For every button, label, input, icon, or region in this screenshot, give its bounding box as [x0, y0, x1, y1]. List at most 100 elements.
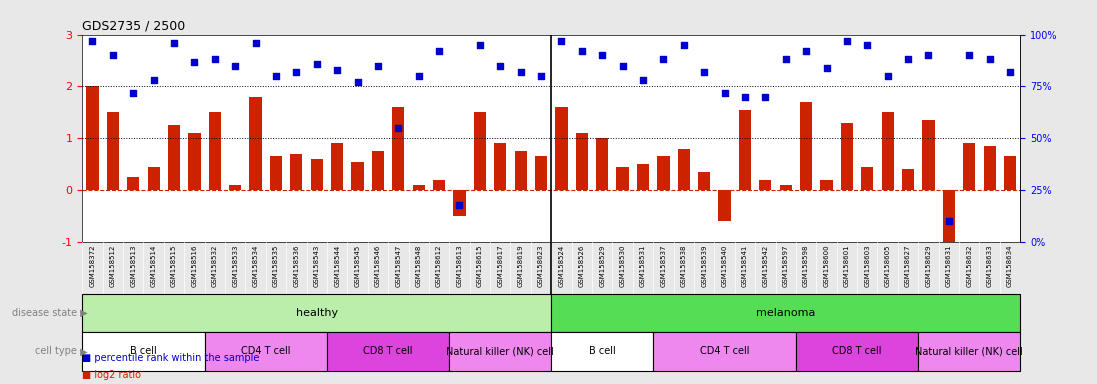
- Text: GSM158633: GSM158633: [986, 245, 993, 287]
- Bar: [82, 294, 552, 332]
- Text: GSM158514: GSM158514: [150, 245, 157, 287]
- Text: GSM158516: GSM158516: [191, 245, 197, 287]
- Bar: [902, 169, 914, 190]
- Bar: [127, 177, 139, 190]
- Text: GSM158546: GSM158546: [375, 245, 381, 287]
- Text: GSM158526: GSM158526: [579, 245, 585, 287]
- Point: [817, 65, 835, 71]
- Point: [614, 63, 632, 69]
- Text: CD8 T cell: CD8 T cell: [363, 346, 412, 356]
- Bar: [82, 332, 205, 371]
- Text: ▶: ▶: [77, 346, 88, 356]
- Bar: [552, 332, 653, 371]
- Text: GSM158623: GSM158623: [538, 245, 544, 287]
- Text: GSM158524: GSM158524: [558, 245, 565, 287]
- Point: [389, 125, 407, 131]
- Text: CD4 T cell: CD4 T cell: [700, 346, 749, 356]
- Point: [471, 42, 488, 48]
- Text: GSM158598: GSM158598: [803, 245, 810, 287]
- Point: [83, 38, 101, 44]
- Text: GSM158601: GSM158601: [844, 245, 850, 287]
- Text: GSM158543: GSM158543: [314, 245, 319, 287]
- Point: [900, 56, 917, 63]
- Bar: [494, 144, 507, 190]
- Bar: [759, 180, 771, 190]
- Point: [328, 67, 346, 73]
- Bar: [821, 180, 833, 190]
- Bar: [474, 113, 486, 190]
- Bar: [637, 164, 649, 190]
- Bar: [840, 123, 853, 190]
- Point: [104, 52, 122, 58]
- Point: [532, 73, 550, 79]
- Point: [308, 61, 326, 67]
- Bar: [552, 294, 1020, 332]
- Point: [226, 63, 244, 69]
- Point: [634, 77, 652, 83]
- Text: healthy: healthy: [296, 308, 338, 318]
- Bar: [918, 332, 1020, 371]
- Bar: [576, 133, 588, 190]
- Bar: [291, 154, 303, 190]
- Bar: [1004, 156, 1016, 190]
- Point: [757, 94, 774, 100]
- Point: [206, 56, 224, 63]
- Point: [268, 73, 285, 79]
- Bar: [923, 120, 935, 190]
- Text: CD4 T cell: CD4 T cell: [241, 346, 291, 356]
- Text: GSM158529: GSM158529: [599, 245, 606, 287]
- Point: [695, 69, 713, 75]
- Point: [124, 89, 142, 96]
- Text: GSM158512: GSM158512: [110, 245, 116, 287]
- Bar: [327, 332, 450, 371]
- Text: GSM158541: GSM158541: [742, 245, 748, 287]
- Bar: [106, 113, 118, 190]
- Bar: [963, 144, 975, 190]
- Point: [512, 69, 530, 75]
- Bar: [453, 190, 465, 216]
- Point: [1002, 69, 1019, 75]
- Text: GSM158597: GSM158597: [783, 245, 789, 287]
- Point: [777, 56, 794, 63]
- Bar: [147, 167, 160, 190]
- Point: [410, 73, 428, 79]
- Bar: [87, 86, 99, 190]
- Point: [349, 79, 366, 85]
- Bar: [393, 107, 405, 190]
- Bar: [351, 162, 363, 190]
- Bar: [372, 151, 384, 190]
- Text: GSM158545: GSM158545: [354, 245, 361, 287]
- Text: GSM158617: GSM158617: [497, 245, 504, 287]
- Text: GSM158612: GSM158612: [437, 245, 442, 287]
- Text: B cell: B cell: [589, 346, 615, 356]
- Bar: [555, 107, 567, 190]
- Text: GSM158372: GSM158372: [90, 245, 95, 287]
- Point: [715, 89, 733, 96]
- Text: CD8 T cell: CD8 T cell: [833, 346, 882, 356]
- Point: [838, 38, 856, 44]
- Text: GSM158539: GSM158539: [701, 245, 708, 287]
- Text: GSM158631: GSM158631: [946, 245, 952, 287]
- Point: [370, 63, 387, 69]
- Text: GSM158535: GSM158535: [273, 245, 279, 287]
- Text: GSM158547: GSM158547: [395, 245, 402, 287]
- Bar: [189, 133, 201, 190]
- Bar: [698, 172, 710, 190]
- Point: [593, 52, 611, 58]
- Text: ■ log2 ratio: ■ log2 ratio: [82, 370, 142, 380]
- Point: [287, 69, 305, 75]
- Point: [859, 42, 877, 48]
- Text: disease state: disease state: [12, 308, 77, 318]
- Text: GSM158538: GSM158538: [681, 245, 687, 287]
- Bar: [719, 190, 731, 221]
- Bar: [657, 156, 669, 190]
- Text: GSM158531: GSM158531: [640, 245, 646, 287]
- Bar: [229, 185, 241, 190]
- Bar: [653, 332, 796, 371]
- Bar: [205, 332, 327, 371]
- Point: [919, 52, 937, 58]
- Point: [185, 58, 203, 65]
- Text: GSM158513: GSM158513: [131, 245, 136, 287]
- Text: GSM158542: GSM158542: [762, 245, 768, 287]
- Bar: [942, 190, 955, 242]
